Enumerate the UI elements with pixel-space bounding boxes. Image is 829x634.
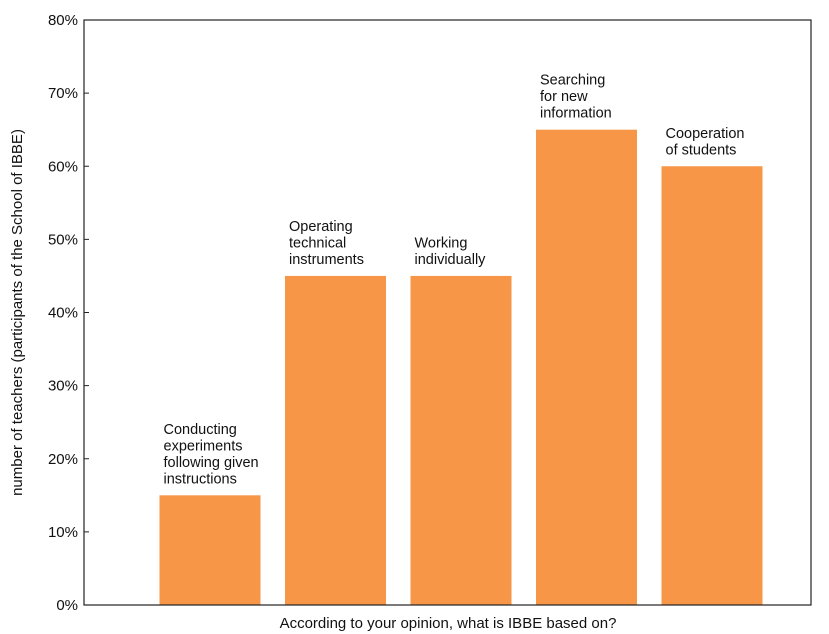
bar-category-label: Cooperation of students (666, 126, 745, 159)
x-axis-label: According to your opinion, what is IBBE … (280, 615, 617, 632)
y-tick-label: 10% (48, 524, 78, 541)
bar (285, 275, 386, 605)
bar-category-label: Working individually (415, 235, 487, 268)
bar-category-label: Searching for new information (540, 73, 612, 122)
bar-category-label: Operating technical instruments (289, 219, 364, 268)
y-tick-label: 70% (48, 85, 78, 102)
bar-category-label: Conducting experiments following given inst… (164, 422, 259, 488)
plot-frame (83, 19, 812, 606)
y-tick-label: 30% (48, 378, 78, 395)
y-tick-label: 0% (56, 597, 78, 614)
bar-labels: Conducting experiments following given inst… (164, 73, 745, 488)
bar (410, 275, 512, 605)
bar (661, 166, 763, 605)
y-tick-label: 60% (48, 158, 78, 175)
y-axis-ticks: 0% 10% 20% 30% 40% 50% 60% 70% 80% (48, 12, 89, 614)
y-tick-label: 50% (48, 231, 78, 248)
bar (536, 129, 637, 605)
bars (159, 129, 763, 605)
bar (159, 495, 261, 605)
y-tick-label: 80% (48, 12, 78, 29)
y-tick-label: 20% (48, 451, 78, 468)
y-tick-label: 40% (48, 305, 78, 322)
y-axis-label: number of teachers (participants of the … (9, 129, 26, 496)
